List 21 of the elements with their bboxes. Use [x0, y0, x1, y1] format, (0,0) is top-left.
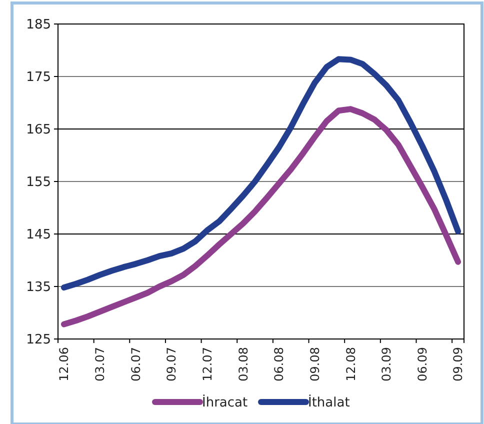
- x-tick-label: 09.08: [308, 347, 322, 382]
- y-tick-label: 165: [26, 122, 51, 138]
- legend-label: İhracat: [202, 394, 248, 411]
- x-tick-label: 03.09: [380, 347, 394, 382]
- x-tick-label: 06.07: [128, 347, 143, 382]
- y-tick-label: 145: [26, 228, 51, 243]
- x-tick-label: 06.08: [272, 347, 286, 382]
- y-tick-label: 125: [26, 332, 51, 348]
- x-tick-label: 03.07: [92, 347, 107, 382]
- x-tick-label: 09.07: [164, 347, 179, 382]
- x-tick-label: 03.08: [236, 347, 250, 382]
- x-tick-label: 09.09: [451, 347, 466, 382]
- y-tick-label: 135: [26, 280, 51, 296]
- x-tick-label: 12.08: [344, 347, 358, 382]
- y-tick-label: 185: [26, 18, 51, 33]
- y-tick-label: 175: [26, 70, 51, 86]
- y-tick-label: 155: [26, 175, 51, 190]
- legend-label: İthalat: [308, 394, 350, 411]
- x-tick-label: 06.09: [415, 347, 430, 382]
- x-tick-label: 12.07: [200, 347, 214, 382]
- x-tick-label: 12.06: [57, 347, 72, 382]
